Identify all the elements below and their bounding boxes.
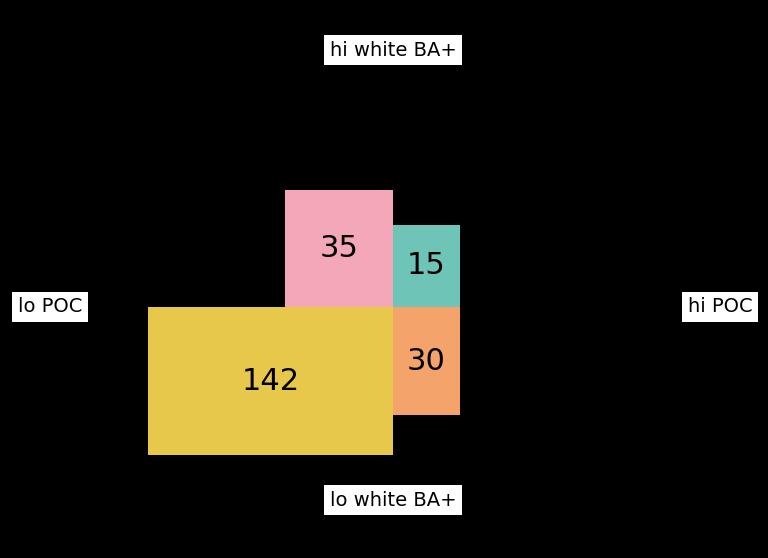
- Text: lo white BA+: lo white BA+: [329, 490, 456, 509]
- Bar: [285, 190, 393, 307]
- Text: hi white BA+: hi white BA+: [329, 41, 456, 60]
- Bar: [148, 307, 393, 455]
- Text: 30: 30: [407, 347, 446, 376]
- Text: 15: 15: [407, 252, 446, 281]
- Text: 142: 142: [241, 367, 300, 396]
- Bar: [393, 225, 460, 307]
- Bar: [393, 307, 460, 415]
- Text: 35: 35: [319, 234, 359, 263]
- Text: lo POC: lo POC: [18, 297, 82, 316]
- Text: hi POC: hi POC: [687, 297, 753, 316]
